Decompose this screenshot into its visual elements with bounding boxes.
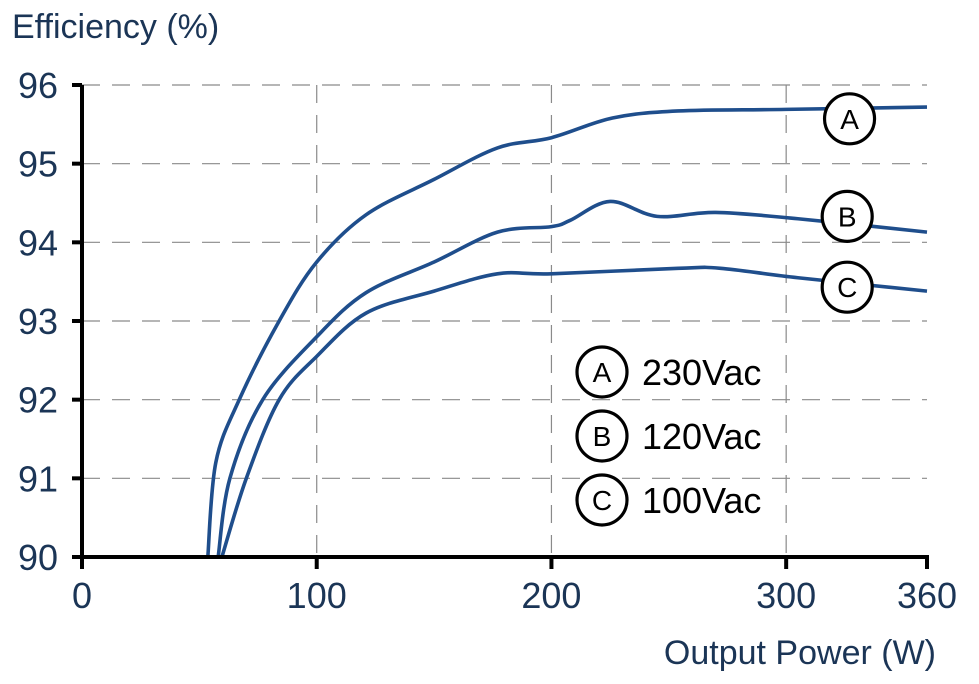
legend-marker-circle <box>575 409 629 463</box>
series-line-c <box>220 265 928 558</box>
curve-label-circle <box>822 92 877 146</box>
tick-labels: 90 91 92 93 94 95 96 0 100 200 300 360 <box>18 65 957 616</box>
y-tick-label: 90 <box>18 537 58 578</box>
legend-label: 100Vac <box>642 480 761 521</box>
x-tick-label: 100 <box>287 575 347 616</box>
curve-label-circle <box>820 189 874 243</box>
legend-marker-circle <box>575 473 629 527</box>
y-tick-label: 94 <box>18 222 58 263</box>
curve-label-c: C <box>837 272 857 303</box>
curve-label-circle <box>820 260 874 314</box>
curve-labels: A B C <box>820 92 877 314</box>
legend-label: 230Vac <box>642 352 761 393</box>
y-tick-label: 91 <box>18 458 58 499</box>
series-line-b <box>216 199 928 558</box>
y-tick-label: 93 <box>18 301 58 342</box>
curves <box>206 105 928 558</box>
legend-marker: B <box>593 421 612 452</box>
series-line-a <box>206 105 928 558</box>
x-axis-title: Output Power (W) <box>664 634 936 672</box>
grid <box>82 84 927 557</box>
y-tick-label: 95 <box>18 144 58 185</box>
x-tick-label: 360 <box>897 575 957 616</box>
legend-marker: C <box>592 485 612 516</box>
curve-label-a: A <box>840 104 859 135</box>
x-tick-label: 200 <box>521 575 581 616</box>
x-tick-label: 300 <box>756 575 816 616</box>
legend-marker: A <box>593 357 612 388</box>
y-axis-title: Efficiency (%) <box>12 8 219 46</box>
legend-label: 120Vac <box>642 416 761 457</box>
legend-marker-circle <box>575 345 629 399</box>
y-tick-label: 92 <box>18 380 58 421</box>
y-tick-label: 96 <box>18 65 58 106</box>
axes <box>72 83 929 569</box>
curve-label-b: B <box>838 201 857 232</box>
x-tick-label: 0 <box>72 575 92 616</box>
legend: A 230Vac B 120Vac C 100Vac <box>575 345 761 527</box>
